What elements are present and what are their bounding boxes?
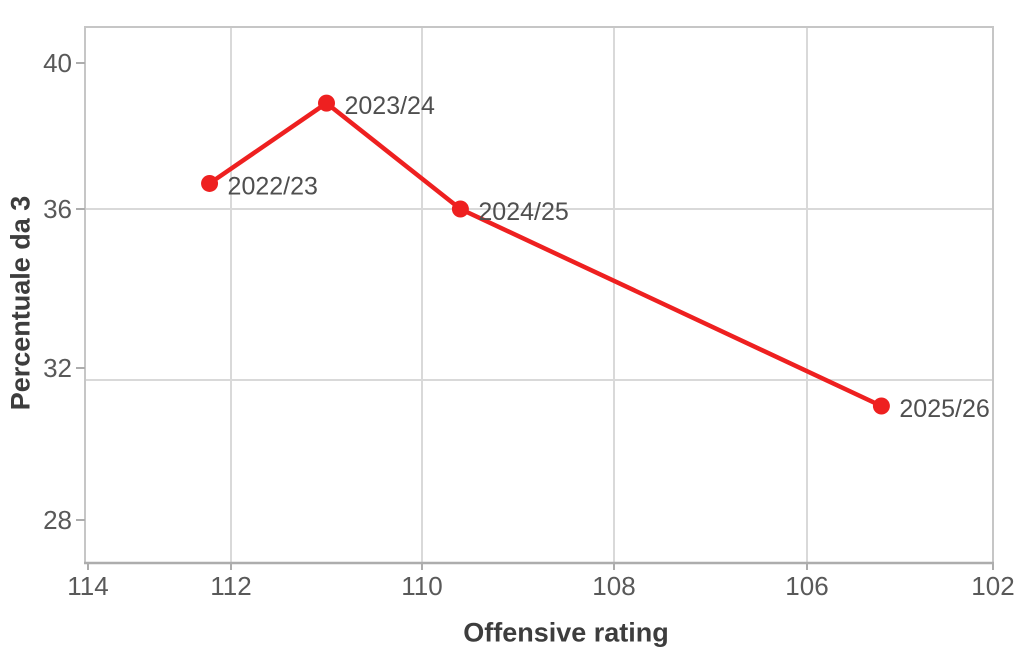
x-tick-label: 102 <box>971 571 1014 601</box>
y-axis-title: Percentuale da 3 <box>5 195 36 411</box>
x-tick-label: 112 <box>210 571 251 601</box>
data-point-label: 2022/23 <box>228 172 318 200</box>
data-point <box>318 94 335 112</box>
data-point <box>201 174 219 192</box>
data-line <box>207 100 884 409</box>
x-tick-label: 110 <box>401 571 442 601</box>
data-point-label: 2023/24 <box>345 92 435 120</box>
x-axis-title: Offensive rating <box>463 617 669 648</box>
y-tick-label: 28 <box>43 505 72 535</box>
data-point-label: 2024/25 <box>478 198 568 226</box>
x-tick-label: 108 <box>592 571 635 601</box>
y-tick-label: 36 <box>43 194 72 224</box>
y-tick-label: 40 <box>43 48 72 78</box>
data-point <box>451 200 469 218</box>
data-point <box>872 397 890 415</box>
plot-border <box>84 26 994 564</box>
x-tick-label: 106 <box>785 571 828 601</box>
y-tick-label: 32 <box>43 353 72 383</box>
data-point-label: 2025/26 <box>899 395 989 423</box>
x-tick-label: 114 <box>67 571 108 601</box>
